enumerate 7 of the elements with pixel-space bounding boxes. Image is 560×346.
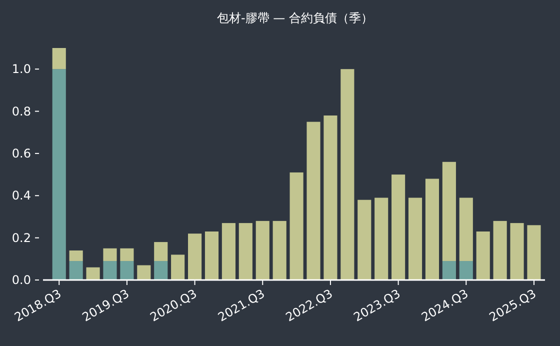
y-tick-label: 0.6 (12, 146, 31, 160)
y-tick-label: 0.8 (12, 104, 31, 118)
y-tick-label: 1.0 (12, 62, 31, 76)
y-tick-label: 0.2 (12, 230, 31, 245)
chart-title: 包材-膠帶 — 合約負債（季） (217, 11, 373, 25)
y-tick-label: 0.0 (12, 273, 31, 287)
y-tick-label: 0.4 (12, 188, 31, 203)
